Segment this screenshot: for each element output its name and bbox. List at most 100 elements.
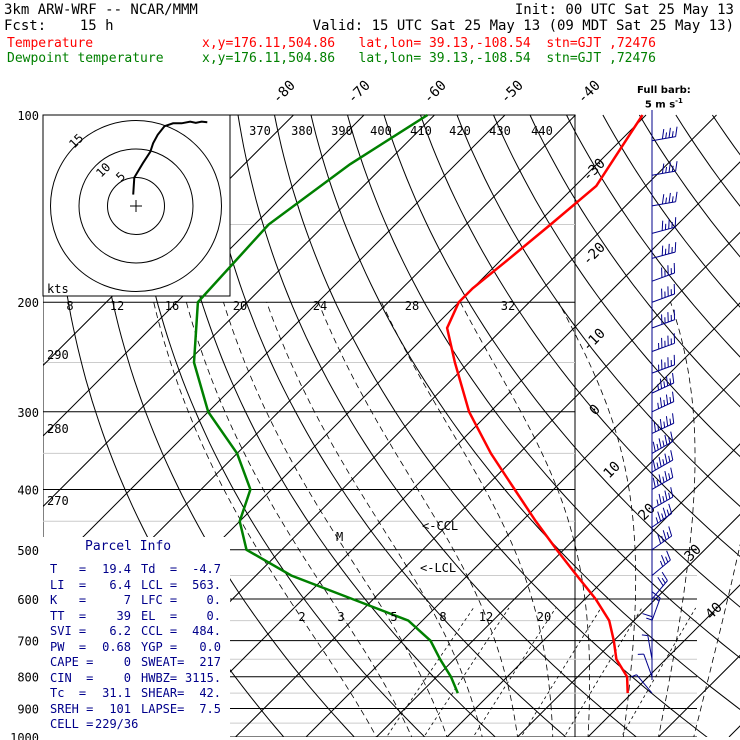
isotherm-label--30: -30 xyxy=(580,156,609,185)
wind-barb-shaft xyxy=(651,364,675,374)
isotherm--80 xyxy=(43,114,506,578)
wind-barb-flag xyxy=(668,437,671,444)
isotherm--40 xyxy=(164,161,740,737)
wind-barbs xyxy=(630,110,678,694)
barb-legend-unit-exp: -1 xyxy=(675,97,683,105)
wind-barb-flag xyxy=(652,460,656,471)
parcel-row-4-value: 6.2 xyxy=(109,624,131,638)
parcel-row-0-label2: Td = xyxy=(141,562,178,576)
wind-barb-flag xyxy=(652,441,656,452)
parcel-row-1-value2: 563. xyxy=(192,577,221,592)
wind-barb-shaft xyxy=(651,535,672,551)
wind-barb-650 xyxy=(651,591,661,621)
parcel-row-1-value: 6.4 xyxy=(109,577,131,592)
wind-barb-shaft xyxy=(651,272,675,282)
temperature-profile xyxy=(445,114,644,694)
wind-barb-flag xyxy=(666,532,670,539)
theta-label-410: 410 xyxy=(410,124,432,138)
wind-barb-flag xyxy=(668,473,671,480)
dry-adiabat-340 xyxy=(383,114,740,608)
lcl-annotation: <-LCL xyxy=(420,561,456,575)
wind-barb-shaft xyxy=(651,201,676,207)
dry-adiabat-370 xyxy=(493,114,740,458)
wind-barb-flag xyxy=(665,132,668,139)
mixing-ratio-label-8: 8 xyxy=(439,610,446,624)
isotherm-label-30: 30 xyxy=(682,542,705,565)
wind-barb-flag xyxy=(641,634,648,637)
pressure-label-100: 100 xyxy=(17,109,39,123)
pressure-label-400: 400 xyxy=(17,483,39,497)
wind-barb-shaft xyxy=(651,293,675,303)
wind-barb-flag xyxy=(668,162,671,173)
isotherm--10 xyxy=(376,372,740,737)
mixing-ratio-label-20: 20 xyxy=(537,610,551,624)
wind-barb-shaft xyxy=(651,342,675,352)
wind-barb-shaft xyxy=(651,226,676,234)
wind-barb-flag xyxy=(653,421,656,432)
parcel-row-7-value: 0 xyxy=(123,670,131,685)
parcel-row-3-value: 39 xyxy=(116,608,131,623)
parcel-row-1-label2: LCL = xyxy=(141,577,178,592)
wind-barb-shaft xyxy=(651,580,668,600)
barb-legend-line1: Full barb: xyxy=(637,85,691,96)
wind-barb-flag xyxy=(659,397,663,408)
parcel-row-8-value: 31.1 xyxy=(102,686,131,700)
dry-adiabat-350 xyxy=(420,114,740,558)
wind-barb-155 xyxy=(651,217,677,234)
wind-barb-600 xyxy=(651,571,668,600)
parcel-row-7-label2: HWBZ= xyxy=(141,670,178,685)
theta-label-380: 380 xyxy=(291,124,313,138)
parcel-row-2-value: 7 xyxy=(123,593,131,607)
mixing-ratio-line-3 xyxy=(423,607,510,737)
wind-barb-flag xyxy=(663,381,666,388)
m-annotation: M xyxy=(336,530,343,544)
wind-barb-flag xyxy=(671,196,674,203)
wind-barb-flag xyxy=(659,378,663,389)
pressure-label-500: 500 xyxy=(17,544,39,558)
hodograph-speed-tick-24: 24 xyxy=(313,299,327,313)
wind-barb-375 xyxy=(651,450,674,473)
parcel-row-10-value: 229/36 xyxy=(95,717,139,731)
hodograph-speed-tick-28: 28 xyxy=(405,299,419,313)
wind-barb-flag xyxy=(657,577,664,587)
barb-legend-unit: 5 m s xyxy=(644,99,676,111)
wind-barb-flag xyxy=(662,476,665,483)
wind-barb-flag xyxy=(658,474,662,485)
valid-time: Valid: 15 UTC Sat 25 May 13 (09 MDT Sat … xyxy=(312,18,734,34)
wind-barb-flag xyxy=(662,530,667,540)
wind-barb-shaft xyxy=(636,674,653,694)
isotherm-label--40: -40 xyxy=(575,78,604,107)
wind-barb-flag xyxy=(661,220,664,231)
isotherm-0 xyxy=(446,443,740,737)
parcel-row-5-value2: 0.0 xyxy=(199,639,221,654)
parcel-row-5-label2: YGP = xyxy=(141,639,178,654)
wind-barb-flag xyxy=(661,571,668,581)
isotherm-label--10: -10 xyxy=(580,326,609,355)
wind-barb-flag xyxy=(668,243,670,254)
theta-label-270: 270 xyxy=(47,494,69,508)
wind-barb-350 xyxy=(651,431,674,454)
mixing-ratio-label-5: 5 xyxy=(390,610,397,624)
moist-adiabat-15 xyxy=(381,302,554,737)
hodograph-speed-tick-16: 16 xyxy=(165,299,179,313)
parcel-row-3-label2: EL = xyxy=(141,608,178,623)
hodograph-trace xyxy=(132,120,208,195)
moist-adiabat-35 xyxy=(693,543,740,737)
parcel-info-title: Parcel Info xyxy=(85,539,172,554)
wind-barb-flag xyxy=(664,490,668,501)
wind-barb-flag xyxy=(663,421,666,428)
wind-barb-220 xyxy=(651,309,676,329)
wind-barb-flag xyxy=(656,479,659,486)
wind-barb-flag xyxy=(670,450,674,461)
parcel-row-7-label: CIN = xyxy=(50,670,94,685)
hodograph-speed-tick-8: 8 xyxy=(66,299,73,313)
wind-barb-800 xyxy=(637,653,653,677)
isotherm-30 xyxy=(658,654,740,737)
wind-barb-flag xyxy=(668,192,671,203)
wind-barb-flag xyxy=(663,399,666,406)
parcel-row-10-label: CELL = xyxy=(50,717,94,731)
pressure-label-900: 900 xyxy=(17,703,39,717)
parcel-row-8-value2: 42. xyxy=(199,686,221,700)
wind-barb-flag xyxy=(646,617,653,621)
